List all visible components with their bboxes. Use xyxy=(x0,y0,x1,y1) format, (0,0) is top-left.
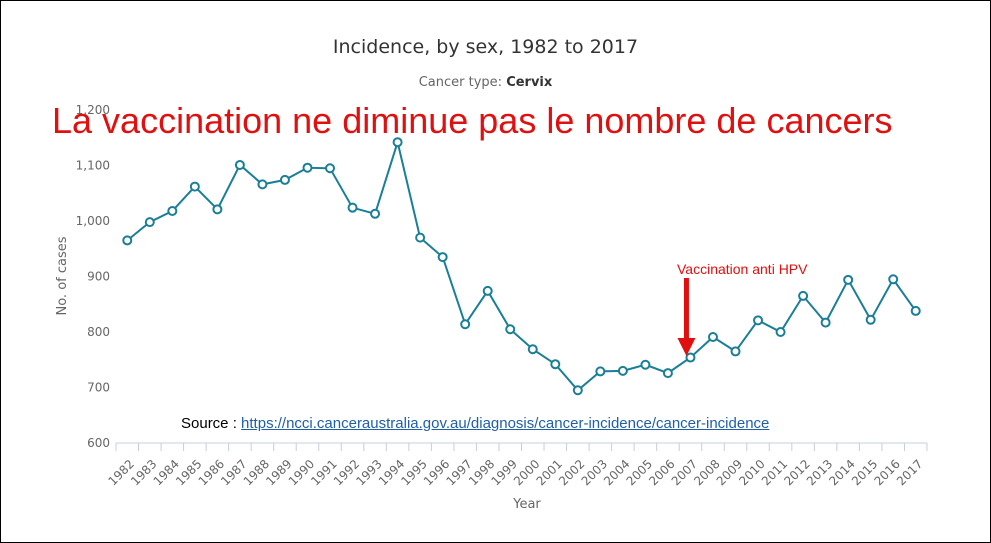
data-point xyxy=(122,235,133,246)
data-point xyxy=(843,274,854,285)
data-point xyxy=(167,206,178,217)
y-tick-label: 1,200 xyxy=(76,103,110,117)
chart-title: Incidence, by sex, 1982 to 2017 xyxy=(332,36,639,58)
arrow-head xyxy=(677,338,696,356)
data-point xyxy=(347,202,358,213)
data-point xyxy=(685,352,696,363)
data-point xyxy=(753,315,764,326)
data-point xyxy=(595,366,606,377)
data-point xyxy=(505,324,516,335)
subtitle-label: Cancer type: xyxy=(418,75,503,90)
data-point xyxy=(707,331,718,342)
data-point xyxy=(640,359,651,370)
y-tick-label: 900 xyxy=(87,270,110,284)
y-tick-label: 1,100 xyxy=(76,159,110,173)
data-point xyxy=(865,314,876,325)
overlay-headline: La vaccination ne diminue pas le nombre … xyxy=(52,100,893,141)
data-point xyxy=(234,159,245,170)
data-point xyxy=(910,305,921,316)
data-point xyxy=(302,162,313,173)
x-tick-label: 2017 xyxy=(894,457,925,488)
y-axis-title: No. of cases xyxy=(55,236,70,315)
data-point xyxy=(775,327,786,337)
y-tick-label: 600 xyxy=(87,436,110,450)
data-point xyxy=(798,290,809,301)
data-point xyxy=(392,137,403,148)
vaccination-annotation: Vaccination anti HPV xyxy=(677,261,808,277)
data-point xyxy=(212,204,223,215)
data-point xyxy=(482,285,493,296)
data-point xyxy=(257,179,268,190)
data-point xyxy=(415,232,426,243)
data-point xyxy=(550,359,561,370)
data-point xyxy=(888,274,899,285)
data-point xyxy=(572,385,583,396)
subtitle-value: Cervix xyxy=(506,75,553,90)
data-point xyxy=(527,344,538,355)
series-layer xyxy=(122,137,921,396)
chart-subtitle: Cancer type: Cervix xyxy=(0,75,971,90)
vaccination-arrow xyxy=(677,278,696,356)
source-line: Source : https://ncci.canceraustralia.go… xyxy=(181,415,770,432)
data-point xyxy=(662,368,673,379)
data-point xyxy=(460,319,471,330)
x-axis: 1982198319841985198619871988198919901991… xyxy=(106,442,928,488)
source-prefix: Source : xyxy=(181,415,237,432)
data-point xyxy=(279,174,290,185)
x-axis-title: Year xyxy=(512,497,541,512)
data-point xyxy=(189,181,200,192)
data-point xyxy=(820,317,831,328)
data-point xyxy=(730,346,741,357)
data-point xyxy=(437,252,448,263)
data-point xyxy=(617,365,628,376)
data-point xyxy=(325,163,336,174)
source-link[interactable]: https://ncci.canceraustralia.gov.au/diag… xyxy=(241,415,770,432)
y-axis: 600 700 800 900 1,000 1,100 1,200 xyxy=(76,103,110,450)
data-point xyxy=(144,217,155,228)
y-tick-label: 1,000 xyxy=(76,214,110,228)
y-tick-label: 800 xyxy=(87,325,110,339)
data-point xyxy=(370,208,381,219)
y-tick-label: 700 xyxy=(87,381,110,395)
